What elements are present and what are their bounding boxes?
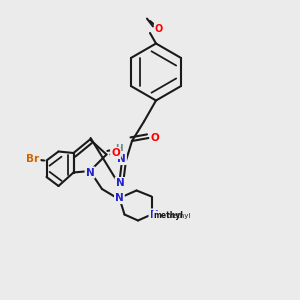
Text: N: N (115, 193, 124, 203)
Text: H: H (115, 144, 122, 153)
Text: O: O (151, 133, 160, 143)
Text: N: N (117, 154, 126, 164)
Text: methyl: methyl (167, 213, 191, 219)
Text: N: N (116, 178, 124, 188)
Text: Br: Br (26, 154, 40, 164)
Text: O: O (111, 148, 120, 158)
Text: methyl: methyl (153, 212, 183, 220)
Text: O: O (155, 23, 163, 34)
Text: N: N (149, 209, 158, 220)
Text: N: N (85, 167, 94, 178)
